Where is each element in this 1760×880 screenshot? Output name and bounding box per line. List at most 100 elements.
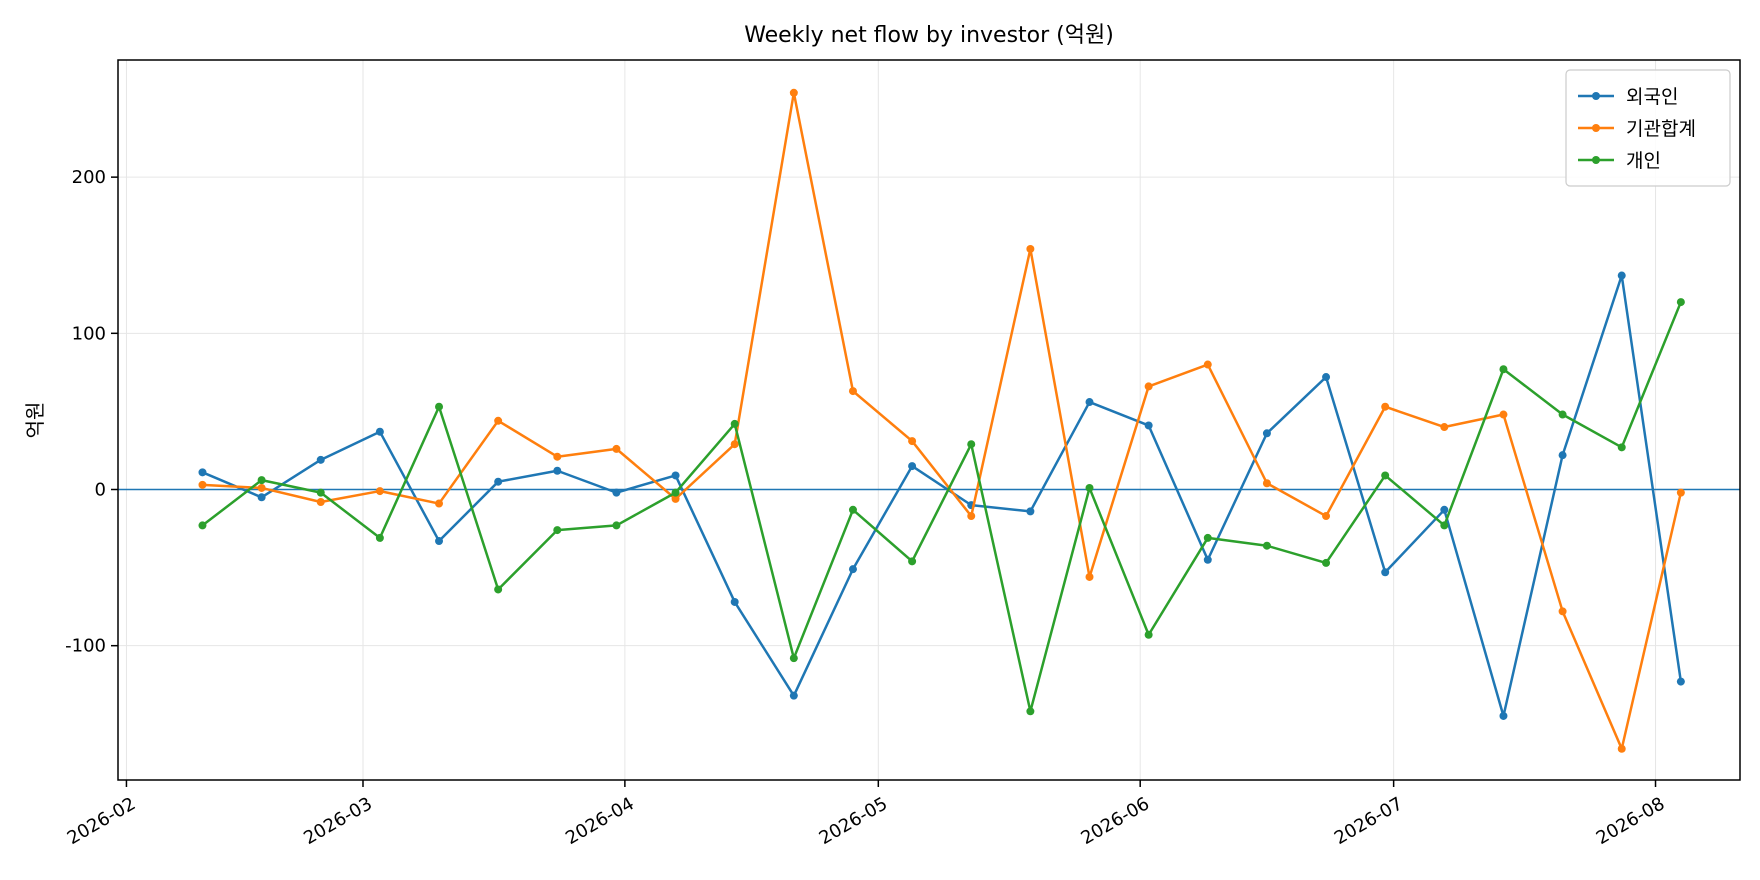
series-3 <box>198 298 1685 716</box>
data-point <box>908 462 917 471</box>
data-point <box>1144 630 1153 639</box>
y-tick-label: -100 <box>65 636 106 657</box>
data-point <box>1440 521 1449 530</box>
data-point <box>494 477 503 486</box>
data-point <box>1440 505 1449 514</box>
data-point <box>612 488 621 497</box>
data-point <box>1381 471 1390 480</box>
data-point <box>494 585 503 594</box>
data-point <box>1499 711 1508 720</box>
data-point <box>1203 555 1212 564</box>
data-point <box>1262 541 1271 550</box>
data-point <box>1499 410 1508 419</box>
data-point <box>257 476 266 485</box>
data-point <box>1144 382 1153 391</box>
series-1 <box>198 271 1685 720</box>
series-line <box>201 301 1683 713</box>
legend-swatch-marker <box>1592 124 1600 132</box>
data-point <box>1676 298 1685 307</box>
data-point <box>908 557 917 566</box>
data-point <box>730 597 739 606</box>
data-point <box>789 691 798 700</box>
data-point <box>494 416 503 425</box>
series-group <box>198 88 1685 753</box>
data-point <box>1558 607 1567 616</box>
data-point <box>1558 410 1567 419</box>
data-point <box>1085 398 1094 407</box>
data-point <box>375 427 384 436</box>
legend-box <box>1565 69 1731 187</box>
data-point <box>316 455 325 464</box>
chart-title: Weekly net flow by investor (억원) <box>744 23 1114 48</box>
legend-swatch-marker <box>1592 156 1600 164</box>
data-point <box>730 440 739 449</box>
legend-item: 외국인 <box>1578 86 1678 108</box>
data-point <box>967 440 976 449</box>
data-point <box>1262 479 1271 488</box>
data-point <box>1203 360 1212 369</box>
data-point <box>848 387 857 396</box>
legend-label: 개인 <box>1626 150 1661 172</box>
data-point <box>612 444 621 453</box>
data-point <box>553 466 562 475</box>
data-point <box>1026 507 1035 516</box>
data-point <box>553 452 562 461</box>
data-point <box>789 88 798 97</box>
legend-label: 외국인 <box>1626 86 1678 108</box>
data-point <box>1322 512 1331 521</box>
legend-swatch-marker <box>1592 92 1600 100</box>
data-point <box>671 488 680 497</box>
data-point <box>435 402 444 411</box>
data-point <box>848 505 857 514</box>
data-point <box>375 533 384 542</box>
data-point <box>1381 568 1390 577</box>
y-axis: -100 0 100 200 <box>65 167 118 657</box>
data-point <box>1085 572 1094 581</box>
legend-label: 기관합계 <box>1626 118 1696 140</box>
data-point <box>1499 365 1508 374</box>
data-point <box>1322 373 1331 382</box>
plot-area-frame <box>117 59 1741 781</box>
data-point <box>1676 677 1685 686</box>
data-point <box>1617 443 1626 452</box>
data-point <box>1381 402 1390 411</box>
data-point <box>1617 271 1626 280</box>
data-point <box>1617 744 1626 753</box>
data-point <box>1322 558 1331 567</box>
legend-item: 개인 <box>1578 150 1661 172</box>
data-point <box>257 483 266 492</box>
data-point <box>435 537 444 546</box>
data-point <box>612 521 621 530</box>
data-point <box>375 487 384 496</box>
legend-item: 기관합계 <box>1578 118 1696 140</box>
y-tick-label: 100 <box>72 323 106 344</box>
data-point <box>671 494 680 503</box>
series-line <box>201 274 1683 718</box>
data-point <box>198 480 207 489</box>
data-point <box>1026 707 1035 716</box>
series-2 <box>198 88 1685 753</box>
data-point <box>257 493 266 502</box>
data-point <box>316 497 325 506</box>
data-point <box>316 488 325 497</box>
data-point <box>1085 483 1094 492</box>
data-point <box>1558 451 1567 460</box>
data-point <box>553 526 562 535</box>
data-point <box>435 499 444 508</box>
data-point <box>730 419 739 428</box>
data-point <box>1026 244 1035 253</box>
data-point <box>1440 423 1449 432</box>
y-tick-label: 0 <box>95 480 106 501</box>
data-point <box>848 565 857 574</box>
data-point <box>1676 488 1685 497</box>
series-line <box>202 91 1683 751</box>
y-axis-label: 억원 <box>23 402 47 439</box>
data-point <box>1144 421 1153 430</box>
data-point <box>198 468 207 477</box>
data-point <box>967 512 976 521</box>
data-point <box>198 521 207 530</box>
data-point <box>1203 533 1212 542</box>
